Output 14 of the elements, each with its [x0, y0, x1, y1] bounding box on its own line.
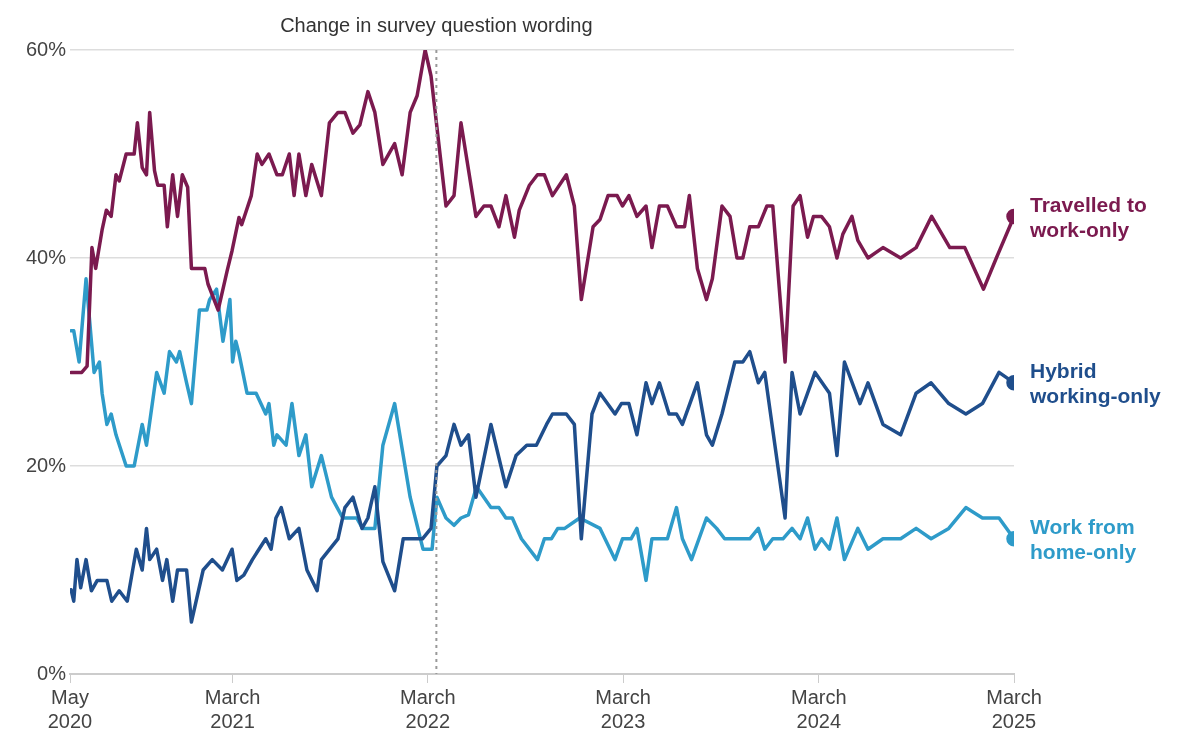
ref-line-label: Change in survey question wording: [280, 13, 593, 36]
x-tick-label: May 2020: [47, 685, 93, 732]
x-tick-label: March 2023: [595, 685, 651, 732]
series-label: Travelled to work-only: [1029, 192, 1147, 241]
y-tick-label: 0%: [37, 661, 67, 684]
x-tick-label: March 2025: [986, 685, 1042, 732]
y-tick-label: 60%: [25, 37, 67, 60]
series-label: Hybrid working-only: [1029, 359, 1161, 408]
series-label: Work from home-only: [1030, 515, 1137, 564]
y-tick-label: 40%: [25, 245, 67, 268]
x-tick-label: March 2021: [204, 685, 261, 732]
x-tick-label: March 2022: [400, 685, 456, 732]
x-tick-label: March 2024: [790, 685, 847, 732]
y-tick-label: 20%: [25, 453, 67, 476]
